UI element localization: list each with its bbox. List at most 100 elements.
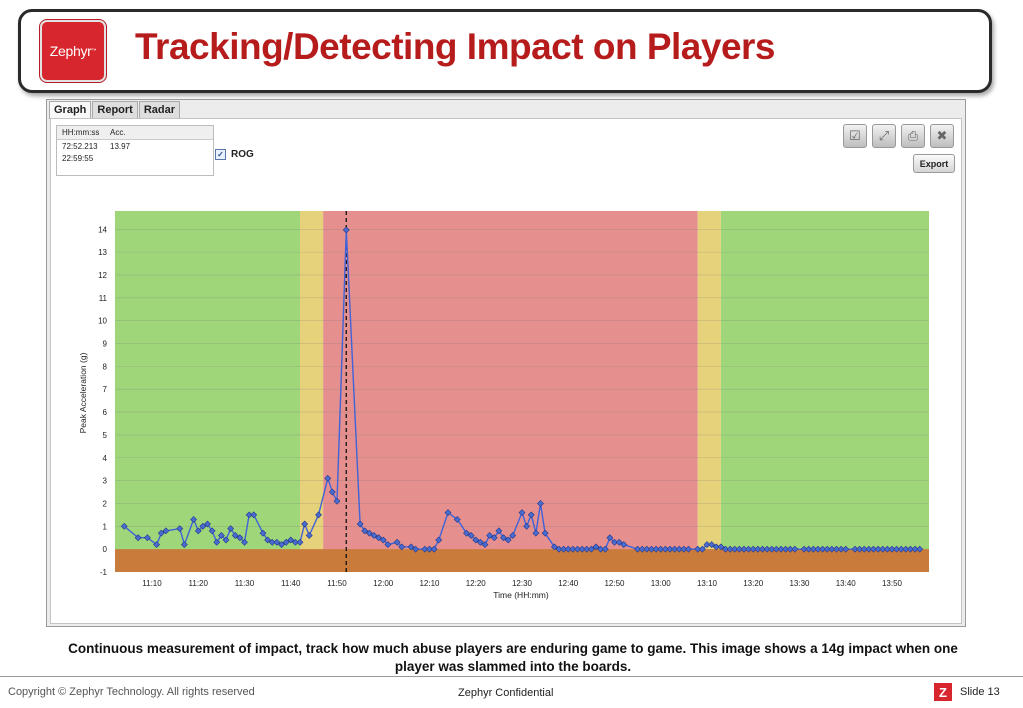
data-point: [916, 545, 924, 553]
zone-band: [720, 211, 929, 572]
data-point: [222, 536, 230, 544]
check-icon[interactable]: ☑: [843, 124, 867, 148]
data-point: [856, 545, 864, 553]
data-point: [666, 545, 674, 553]
data-point: [587, 545, 595, 553]
data-point: [305, 532, 313, 539]
data-point: [435, 536, 443, 544]
y-tick-label: 5: [103, 431, 108, 440]
x-tick-label: 13:10: [697, 579, 718, 588]
data-point: [504, 536, 512, 544]
data-point: [227, 525, 235, 533]
readout-header-acc: Acc.: [110, 128, 126, 137]
data-point: [153, 541, 161, 549]
data-point: [860, 545, 868, 553]
x-tick-label: 12:40: [558, 579, 579, 588]
data-point: [472, 536, 480, 544]
title-box: Zephyr ™ Tracking/Detecting Impact on Pla…: [18, 9, 992, 93]
close-icon[interactable]: ✖: [930, 124, 954, 148]
data-point: [865, 545, 873, 553]
data-point: [782, 545, 790, 553]
y-tick-label: 14: [98, 225, 107, 234]
data-point: [296, 538, 304, 546]
tab-report[interactable]: Report: [92, 101, 138, 119]
data-point: [476, 538, 484, 546]
data-point: [287, 536, 295, 544]
x-tick-label: 11:50: [327, 579, 347, 588]
data-point: [490, 534, 498, 542]
x-tick-label: 11:30: [235, 579, 255, 588]
copyright-text: Copyright © Zephyr Technology. All right…: [8, 686, 255, 698]
data-point: [564, 545, 572, 553]
expand-icon[interactable]: ⤢: [872, 124, 896, 148]
data-point: [842, 545, 850, 553]
data-point: [370, 532, 378, 539]
data-point: [421, 545, 429, 553]
cursor-readout-table: HH:mm:ss Acc. 72:52.213 13.97 22:59:55: [56, 125, 214, 176]
x-tick-label: 11:10: [142, 579, 162, 588]
x-tick-label: 11:20: [189, 579, 209, 588]
x-tick-label: 13:50: [882, 579, 903, 588]
data-point: [537, 500, 544, 507]
tab-graph[interactable]: Graph: [49, 101, 92, 119]
data-point: [694, 545, 702, 553]
data-point: [199, 522, 207, 530]
data-point: [851, 545, 859, 553]
x-axis-label: Time (HH:mm): [493, 590, 549, 600]
data-point: [615, 538, 623, 546]
export-button[interactable]: Export: [913, 154, 955, 173]
data-point: [259, 529, 267, 537]
zone-band: [697, 211, 721, 572]
rog-checkbox[interactable]: ✓: [215, 149, 226, 160]
data-point: [749, 545, 757, 553]
data-point: [620, 541, 628, 549]
tab-bar: Graph Report Radar: [49, 101, 181, 119]
data-point: [685, 545, 692, 553]
baseline-band: [115, 549, 929, 572]
data-point: [291, 538, 299, 546]
data-point: [532, 529, 540, 537]
data-point: [708, 541, 716, 549]
y-tick-label: 2: [103, 499, 108, 508]
print-icon[interactable]: ⎙: [901, 124, 925, 148]
data-point: [763, 545, 771, 553]
data-point: [768, 545, 776, 553]
data-point: [143, 534, 151, 542]
data-point: [550, 543, 558, 551]
data-point: [791, 545, 799, 553]
readout-row: 72:52.213 13.97: [57, 140, 213, 152]
data-point: [204, 520, 211, 528]
rog-toggle[interactable]: ✓ ROG: [215, 149, 254, 160]
x-tick-label: 13:30: [789, 579, 810, 588]
zone-band: [115, 211, 300, 572]
data-point: [398, 543, 406, 551]
data-point: [486, 532, 494, 539]
data-point: [412, 545, 420, 553]
y-tick-label: 9: [103, 340, 108, 349]
data-point: [375, 534, 383, 542]
tab-radar[interactable]: Radar: [138, 101, 181, 119]
rog-label: ROG: [231, 149, 254, 160]
data-point: [661, 545, 669, 553]
y-tick-label: 6: [103, 408, 108, 417]
data-point: [874, 545, 882, 553]
y-tick-label: 12: [98, 271, 107, 280]
x-tick-label: 13:40: [836, 579, 857, 588]
x-tick-label: 12:50: [604, 579, 625, 588]
data-point: [735, 545, 743, 553]
data-point: [245, 511, 253, 519]
data-point: [268, 538, 276, 546]
data-point: [527, 511, 535, 519]
data-point: [560, 545, 568, 553]
data-point: [541, 529, 549, 537]
y-tick-label: 7: [103, 385, 108, 394]
data-point: [759, 545, 766, 553]
data-point: [495, 527, 503, 535]
data-point: [426, 545, 433, 553]
data-point: [717, 543, 725, 551]
data-point: [356, 520, 364, 528]
x-tick-label: 12:00: [373, 579, 394, 588]
y-tick-label: 10: [98, 317, 107, 326]
y-tick-label: 0: [103, 545, 108, 554]
data-point: [333, 497, 341, 505]
